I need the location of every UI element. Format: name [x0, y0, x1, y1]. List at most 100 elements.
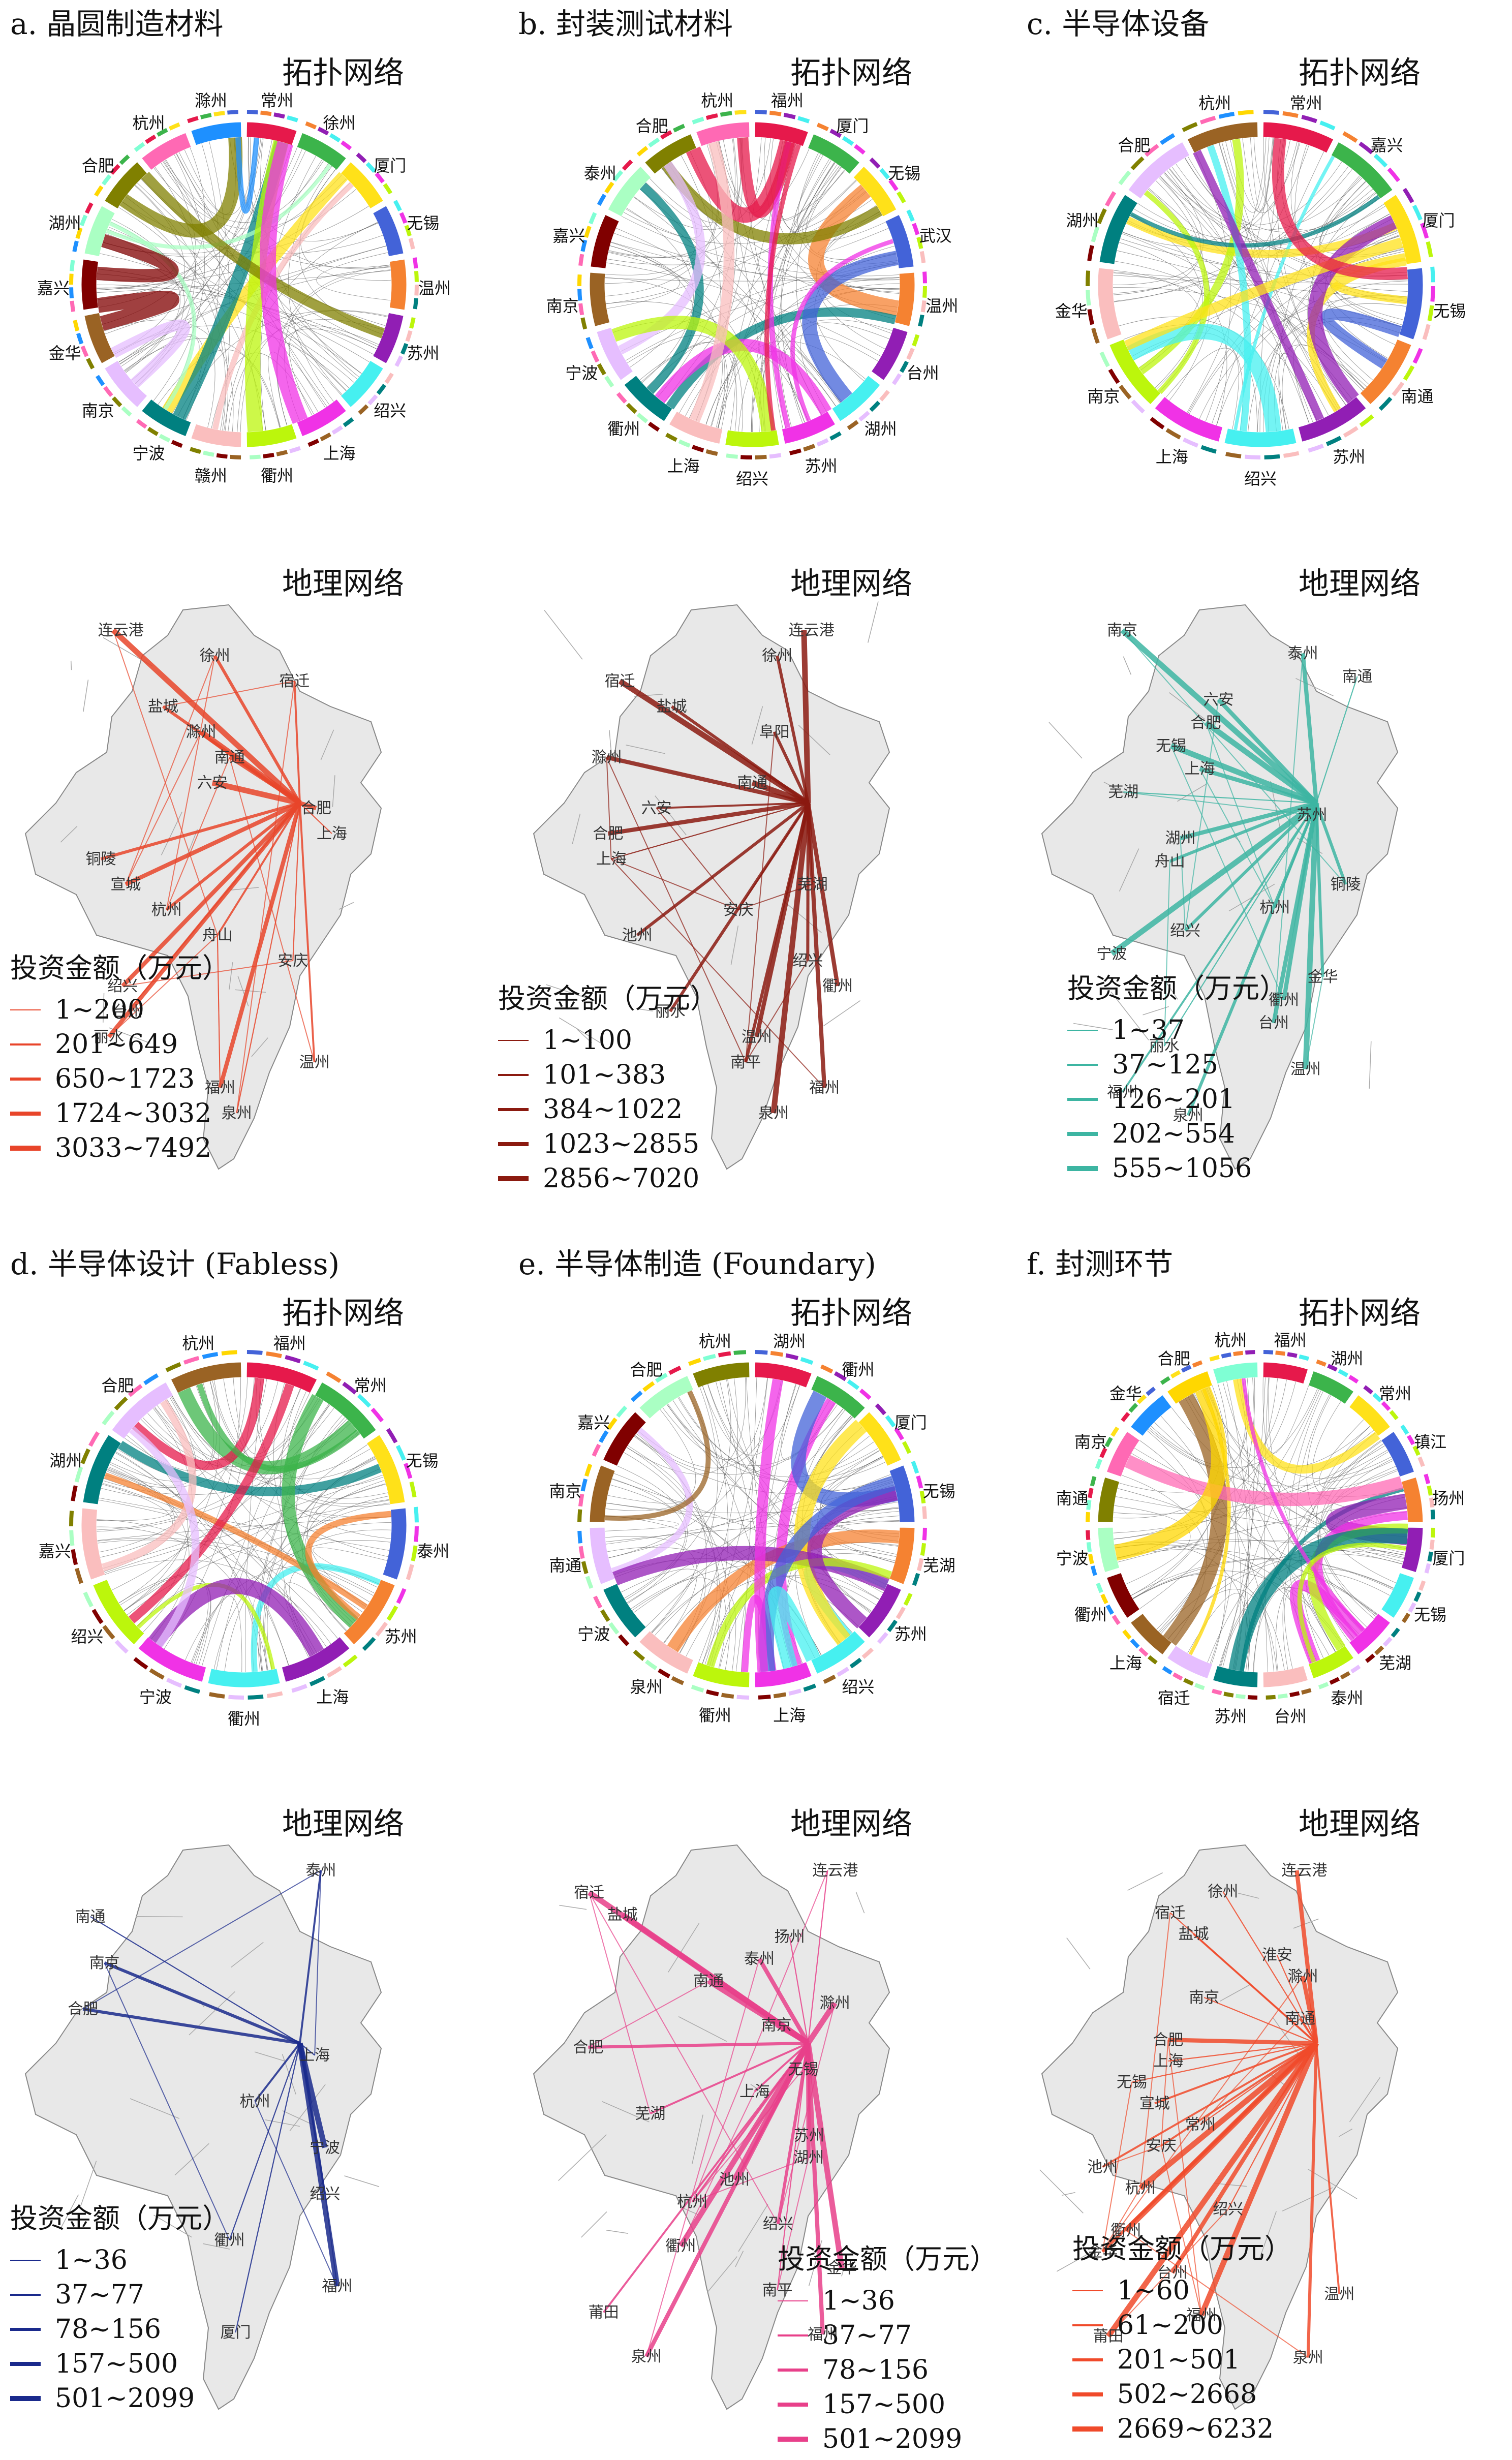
geo-link — [588, 1980, 709, 2048]
legend-swatch — [1072, 2392, 1103, 2396]
chord-outer-tick — [103, 386, 113, 397]
chord-city-label: 上海 — [1109, 1653, 1142, 1673]
legend: 投资金额（万元） 1~200 201~649 650~1723 1724~3032 303… — [10, 945, 230, 1165]
chord-arc-15 — [692, 1362, 750, 1388]
chord-outer-tick — [358, 404, 369, 415]
geo-link — [236, 803, 301, 1114]
legend-item: 1~100 — [498, 1023, 718, 1058]
chord-outer-tick — [600, 1609, 610, 1622]
chord-diagram — [559, 91, 945, 478]
geo-link — [1200, 2018, 1301, 2125]
legend-item: 201~649 — [10, 1027, 230, 1062]
legend-label: 201~649 — [55, 1029, 178, 1060]
geo-link — [1154, 2042, 1317, 2105]
geo-city-label: 合肥 — [1191, 714, 1221, 732]
geo-link — [1121, 802, 1317, 1093]
admin-border — [730, 925, 739, 965]
admin-border — [344, 2175, 380, 2187]
chord-outer-tick — [159, 434, 171, 443]
chord-city-label: 宁波 — [139, 1687, 172, 1707]
chord-link — [1188, 204, 1384, 413]
chord-link — [210, 1381, 390, 1507]
legend-item: 126~201 — [1067, 1082, 1287, 1117]
geo-link — [603, 2042, 809, 2313]
chord-city-label: 湖州 — [773, 1332, 806, 1351]
geo-link — [776, 655, 810, 804]
chord-ribbon — [235, 137, 259, 214]
chord-outer-tick — [1119, 385, 1132, 399]
chord-outer-tick — [409, 1481, 417, 1498]
chord-outer-tick — [918, 314, 924, 327]
geo-city-label: 宣城 — [110, 876, 141, 894]
chord-ribbon — [611, 1427, 693, 1575]
admin-border — [1103, 781, 1128, 795]
chord-outer-tick — [404, 225, 412, 237]
chord-outer-tick — [842, 136, 854, 146]
chord-outer-tick — [1086, 1499, 1092, 1510]
chord-outer-tick — [906, 209, 915, 222]
chord-outer-tick — [1212, 1688, 1222, 1696]
chord-ribbon — [662, 161, 883, 244]
chord-outer-tick — [1235, 1694, 1246, 1699]
chord-outer-tick — [1264, 454, 1280, 459]
geo-link — [1160, 2042, 1317, 2147]
geo-link — [1217, 698, 1318, 805]
admin-border — [153, 2215, 192, 2238]
chord-outer-tick — [1087, 309, 1095, 325]
geo-city-label: 盐城 — [657, 698, 687, 716]
chord-outer-tick — [604, 181, 614, 194]
geo-city-label: 芜湖 — [797, 876, 828, 894]
chord-link — [621, 216, 900, 276]
geo-link — [236, 681, 295, 1114]
chord-city-label: 绍兴 — [842, 1677, 875, 1697]
chord-outer-tick — [592, 1443, 601, 1457]
chord-outer-tick — [580, 1478, 588, 1492]
legend-swatch — [1067, 1064, 1098, 1066]
geo-city-label: 安庆 — [1146, 2137, 1177, 2155]
chord-city-label: 杭州 — [132, 113, 165, 133]
chord-outer-tick — [922, 1506, 927, 1519]
chord-link — [1148, 189, 1211, 401]
chord-outer-tick — [1181, 1365, 1192, 1373]
chord-city-label: 厦门 — [1432, 1548, 1465, 1568]
chord-outer-tick — [1147, 1655, 1158, 1665]
chord-outer-tick — [102, 1625, 115, 1640]
chord-outer-tick — [1165, 428, 1181, 440]
chord-outer-tick — [887, 1619, 898, 1633]
chord-outer-tick — [672, 124, 685, 133]
chord-ribbon — [1163, 1394, 1228, 1646]
chord-outer-tick — [202, 1351, 219, 1359]
chord-outer-tick — [408, 238, 415, 250]
chord-city-label: 南京 — [546, 296, 579, 316]
legend: 投资金额（万元） 1~36 37~77 78~156 157~500 501~2099 — [10, 2196, 230, 2416]
legend-swatch — [498, 1142, 529, 1146]
chord-outer-tick — [69, 287, 74, 298]
chord-link — [627, 1447, 730, 1670]
chord-link — [651, 1387, 718, 1633]
geographic-network-label: 地理网络 — [282, 566, 404, 602]
chord-outer-tick — [1301, 114, 1317, 124]
legend: 投资金额（万元） 1~37 37~125 126~201 202~554 555~1056 — [1067, 966, 1287, 1186]
legend-label: 37~77 — [55, 2280, 144, 2310]
legend-swatch — [1067, 1132, 1098, 1136]
geo-city-label: 扬州 — [775, 1928, 805, 1946]
chord-arc-6 — [831, 375, 881, 422]
geo-city-label: 福州 — [1186, 2307, 1217, 2324]
legend-label: 555~1056 — [1112, 1153, 1252, 1184]
geo-city-label: 池州 — [719, 2171, 750, 2189]
chord-outer-tick — [143, 1373, 159, 1386]
chord-outer-tick — [248, 1694, 264, 1700]
chord-link — [165, 160, 324, 223]
geo-city-label: 泰州 — [305, 1862, 336, 1880]
chord-link — [702, 1386, 728, 1665]
chord-outer-tick — [726, 453, 738, 459]
chord-outer-tick — [837, 1667, 850, 1677]
chord-outer-tick — [919, 251, 926, 263]
chord-link — [606, 252, 680, 309]
chord-outer-tick — [133, 1657, 148, 1670]
chord-city-label: 宁波 — [565, 363, 598, 383]
chord-outer-tick — [1121, 1411, 1130, 1422]
chord-outer-tick — [616, 392, 627, 404]
chord-outer-tick — [101, 174, 112, 186]
chord-outer-tick — [1374, 1645, 1384, 1655]
